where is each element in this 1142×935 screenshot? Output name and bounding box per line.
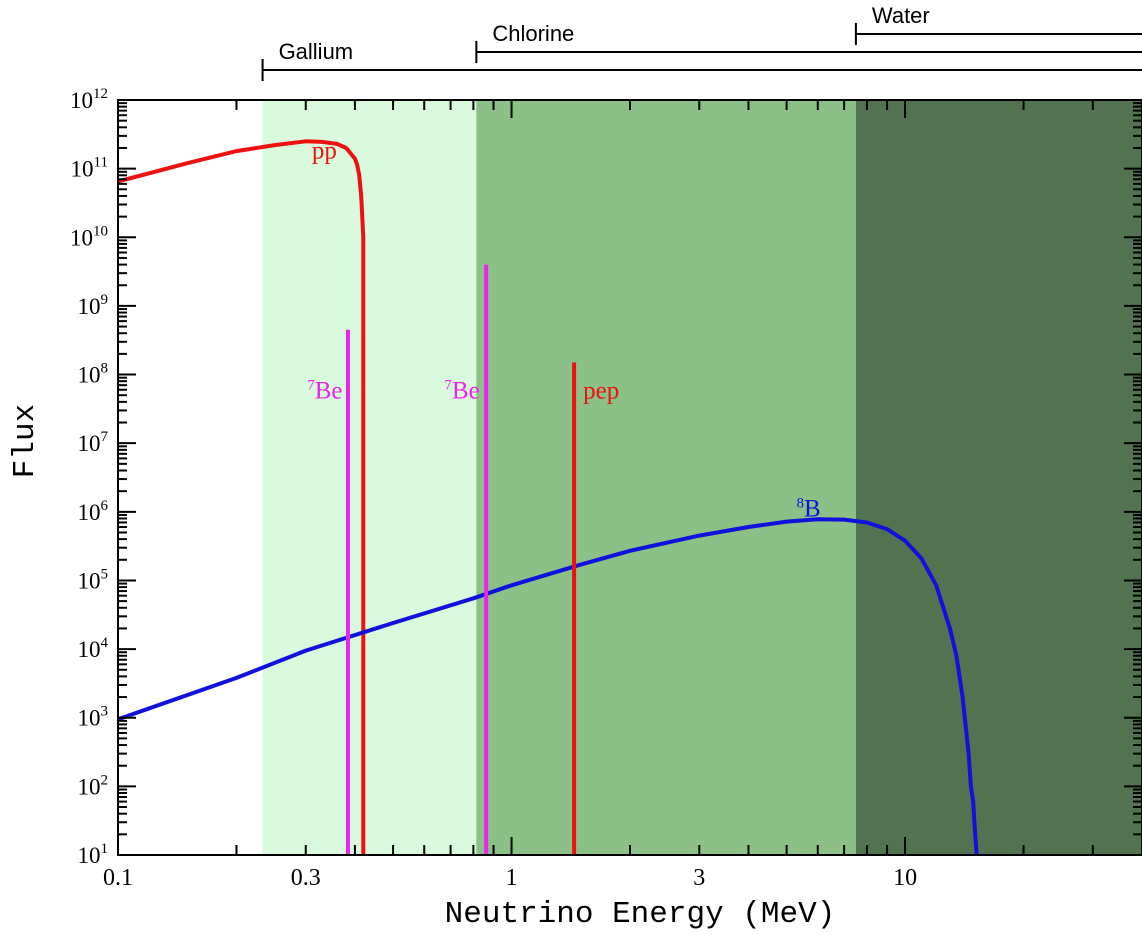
y-tick-label: 106 [78,498,109,525]
series-8b-spectrum [117,517,979,856]
x-axis-label: Neutrino Energy (MeV) [445,897,836,932]
x-tick-label: 10 [893,865,917,891]
spectra [117,139,979,856]
axis-ticks [117,99,1142,856]
y-tick-label: 101 [78,841,109,868]
y-tick-label: 102 [78,772,109,799]
threshold-bands [262,100,1142,855]
y-tick-label: 108 [78,361,109,388]
band-gallium [262,100,477,855]
label-pep: pep [583,377,619,404]
tick-labels: 0.1 0.3 1 3 10 101 102 103 104 105 106 107 108 109 101… [70,86,917,891]
x-tick-label: 1 [506,865,518,891]
y-tick-label: 1010 [70,223,108,250]
threshold-label-water: Water [872,3,930,28]
x-tick-label: 3 [693,865,705,891]
threshold-label-chlorine: Chlorine [492,21,574,46]
label-7be: 7Be [307,377,342,404]
y-axis-label: Flux [8,404,43,478]
x-tick-label: 0.3 [291,865,321,891]
band-water [855,100,1142,855]
y-tick-label: 103 [78,704,109,731]
label-pp: pp [312,138,337,165]
y-tick-label: 1012 [70,86,108,113]
series-pp-spectrum [117,139,366,855]
y-tick-label: 107 [78,429,109,456]
y-tick-label: 1011 [71,155,108,182]
band-chlorine [476,100,856,855]
y-tick-label: 109 [78,292,109,319]
x-tick-label: 0.1 [103,865,133,891]
annotations: pp 7Be 7Be pep 8B [307,138,821,523]
label-8b: 8B [797,496,821,523]
detector-thresholds: Gallium Chlorine Water [261,3,1142,81]
y-tick-label: 104 [78,635,109,662]
y-tick-label: 105 [78,566,109,593]
threshold-label-gallium: Gallium [279,39,354,64]
label-7be: 7Be [444,377,479,404]
